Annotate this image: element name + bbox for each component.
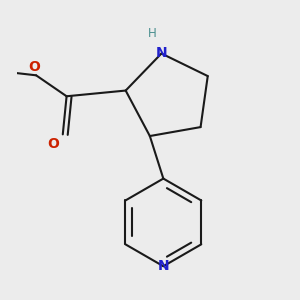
Text: N: N	[158, 259, 169, 273]
Text: N: N	[156, 46, 167, 61]
Text: H: H	[148, 27, 156, 40]
Text: O: O	[47, 137, 59, 151]
Text: O: O	[28, 60, 40, 74]
